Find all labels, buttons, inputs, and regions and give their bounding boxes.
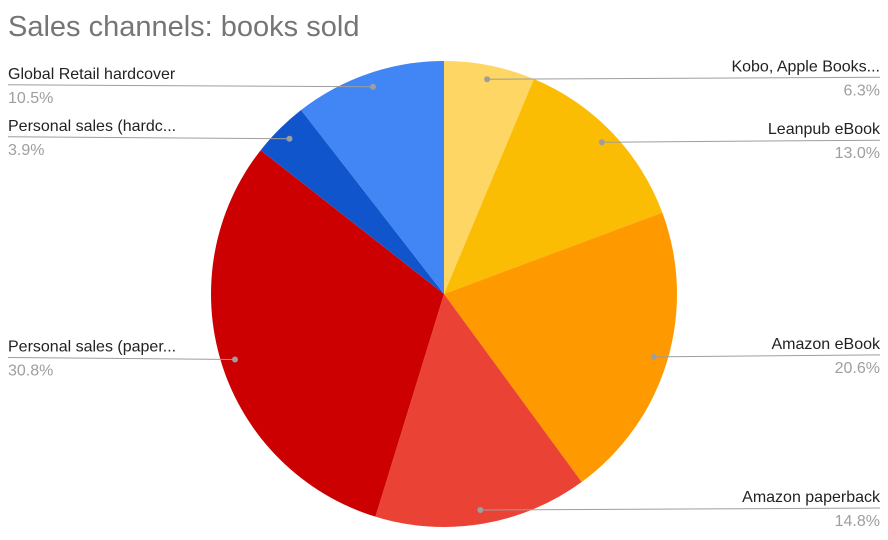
leader-dot [286,135,293,142]
leader-dot [231,356,238,363]
slice-label: Amazon paperback [742,489,881,506]
leader-dot [369,83,376,90]
pie-slice [444,79,663,295]
slice-value-label: 20.6% [835,360,880,377]
pie-slice [210,150,444,517]
leader-line [480,507,881,511]
slice-label: Amazon eBook [771,336,881,353]
slice-label: Personal sales (hardc... [8,118,176,135]
slice-value-label: 14.8% [835,513,880,530]
slice-label: Kobo, Apple Books... [731,58,880,75]
leader-line [653,354,881,358]
pie-slice [375,294,582,527]
slice-label: Global Retail hardcover [8,66,176,83]
leader-line [487,76,881,80]
leader-line [7,356,235,360]
slice-value-label: 13.0% [835,145,880,162]
slice-label: Leanpub eBook [768,121,881,138]
pie-slice [301,61,444,294]
leader-dot [598,139,605,146]
slice-value-label: 6.3% [844,82,880,99]
slice-value-label: 3.9% [8,142,44,159]
pie-slice [444,61,534,294]
leader-line [7,136,290,140]
leader-dot [477,506,484,513]
pie-slice [444,212,677,482]
pie-slice [260,109,444,295]
slice-value-label: 10.5% [8,90,53,107]
leader-line [7,84,373,88]
leader-line [601,139,881,143]
slice-label: Personal sales (paper... [8,338,176,355]
leader-dot [650,353,657,360]
leader-dot [484,76,491,83]
chart-title: Sales channels: books sold [8,11,359,43]
slice-value-label: 30.8% [8,362,53,379]
